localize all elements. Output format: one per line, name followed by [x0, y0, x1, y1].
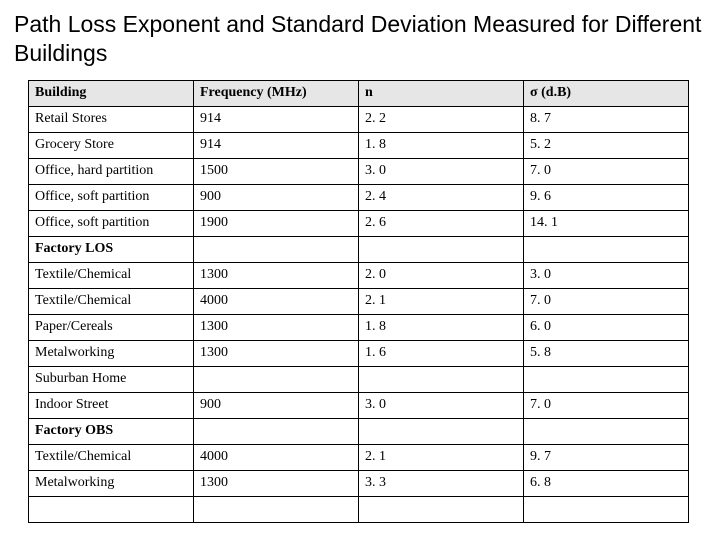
table-cell: Metalworking: [29, 340, 194, 366]
table-row: Textile/Chemical40002. 17. 0: [29, 288, 689, 314]
table-row: Office, soft partition9002. 49. 6: [29, 184, 689, 210]
table-cell: [194, 236, 359, 262]
table-cell: 8. 7: [524, 106, 689, 132]
table-cell: 9. 6: [524, 184, 689, 210]
table-row: [29, 496, 689, 522]
table-cell: 7. 0: [524, 158, 689, 184]
table-cell: [194, 496, 359, 522]
table-cell: 3. 3: [359, 470, 524, 496]
table-cell: 1300: [194, 314, 359, 340]
table-cell: Retail Stores: [29, 106, 194, 132]
table-row: Factory LOS: [29, 236, 689, 262]
table-cell: 1300: [194, 470, 359, 496]
table-body: Retail Stores9142. 28. 7Grocery Store914…: [29, 106, 689, 522]
table-cell: [524, 236, 689, 262]
table-cell: [359, 418, 524, 444]
table-cell: [524, 418, 689, 444]
table-cell: 2. 1: [359, 444, 524, 470]
table-cell: 9. 7: [524, 444, 689, 470]
table-cell: 3. 0: [359, 158, 524, 184]
table-cell: Factory LOS: [29, 236, 194, 262]
table-cell: 3. 0: [359, 392, 524, 418]
table-row: Retail Stores9142. 28. 7: [29, 106, 689, 132]
table-cell: 1300: [194, 262, 359, 288]
table-cell: 6. 8: [524, 470, 689, 496]
table-cell: 4000: [194, 288, 359, 314]
table-cell: 1. 8: [359, 132, 524, 158]
table-row: Office, soft partition19002. 614. 1: [29, 210, 689, 236]
table-row: Textile/Chemical40002. 19. 7: [29, 444, 689, 470]
table-cell: 5. 2: [524, 132, 689, 158]
table-cell: 900: [194, 392, 359, 418]
table-cell: [524, 366, 689, 392]
table-cell: Indoor Street: [29, 392, 194, 418]
table-cell: Textile/Chemical: [29, 262, 194, 288]
col-building: Building: [29, 80, 194, 106]
table-cell: 7. 0: [524, 288, 689, 314]
table-cell: 5. 8: [524, 340, 689, 366]
table-cell: 3. 0: [524, 262, 689, 288]
table-cell: 914: [194, 132, 359, 158]
table-cell: 1. 6: [359, 340, 524, 366]
table-cell: Factory OBS: [29, 418, 194, 444]
table-cell: 914: [194, 106, 359, 132]
table-cell: Office, soft partition: [29, 210, 194, 236]
table-cell: 14. 1: [524, 210, 689, 236]
col-frequency: Frequency (MHz): [194, 80, 359, 106]
table-cell: Grocery Store: [29, 132, 194, 158]
table-cell: 1900: [194, 210, 359, 236]
table-cell: Textile/Chemical: [29, 444, 194, 470]
table-cell: Office, soft partition: [29, 184, 194, 210]
table-row: Suburban Home: [29, 366, 689, 392]
table-cell: 2. 2: [359, 106, 524, 132]
table-cell: Office, hard partition: [29, 158, 194, 184]
table-cell: [524, 496, 689, 522]
table-cell: 2. 6: [359, 210, 524, 236]
table-cell: Textile/Chemical: [29, 288, 194, 314]
table-row: Office, hard partition15003. 07. 0: [29, 158, 689, 184]
table-cell: Paper/Cereals: [29, 314, 194, 340]
table-cell: 900: [194, 184, 359, 210]
table-cell: 6. 0: [524, 314, 689, 340]
table-cell: [194, 366, 359, 392]
table-header-row: Building Frequency (MHz) n σ (d.B): [29, 80, 689, 106]
table-cell: 1300: [194, 340, 359, 366]
table-row: Metalworking13003. 36. 8: [29, 470, 689, 496]
table-row: Factory OBS: [29, 418, 689, 444]
table-row: Metalworking13001. 65. 8: [29, 340, 689, 366]
table-cell: 1500: [194, 158, 359, 184]
table-cell: [359, 236, 524, 262]
table-cell: [194, 418, 359, 444]
table-cell: 2. 1: [359, 288, 524, 314]
pathloss-table: Building Frequency (MHz) n σ (d.B) Retai…: [28, 80, 689, 523]
col-n: n: [359, 80, 524, 106]
table-row: Grocery Store9141. 85. 2: [29, 132, 689, 158]
table-row: Paper/Cereals13001. 86. 0: [29, 314, 689, 340]
table-cell: [359, 496, 524, 522]
page-title: Path Loss Exponent and Standard Deviatio…: [14, 10, 706, 68]
table-cell: 2. 0: [359, 262, 524, 288]
table-cell: 2. 4: [359, 184, 524, 210]
table-cell: [359, 366, 524, 392]
table-row: Textile/Chemical13002. 03. 0: [29, 262, 689, 288]
col-sigma: σ (d.B): [524, 80, 689, 106]
table-cell: 4000: [194, 444, 359, 470]
table-row: Indoor Street9003. 07. 0: [29, 392, 689, 418]
table-cell: 7. 0: [524, 392, 689, 418]
table-cell: Suburban Home: [29, 366, 194, 392]
table-cell: Metalworking: [29, 470, 194, 496]
table-cell: [29, 496, 194, 522]
table-cell: 1. 8: [359, 314, 524, 340]
